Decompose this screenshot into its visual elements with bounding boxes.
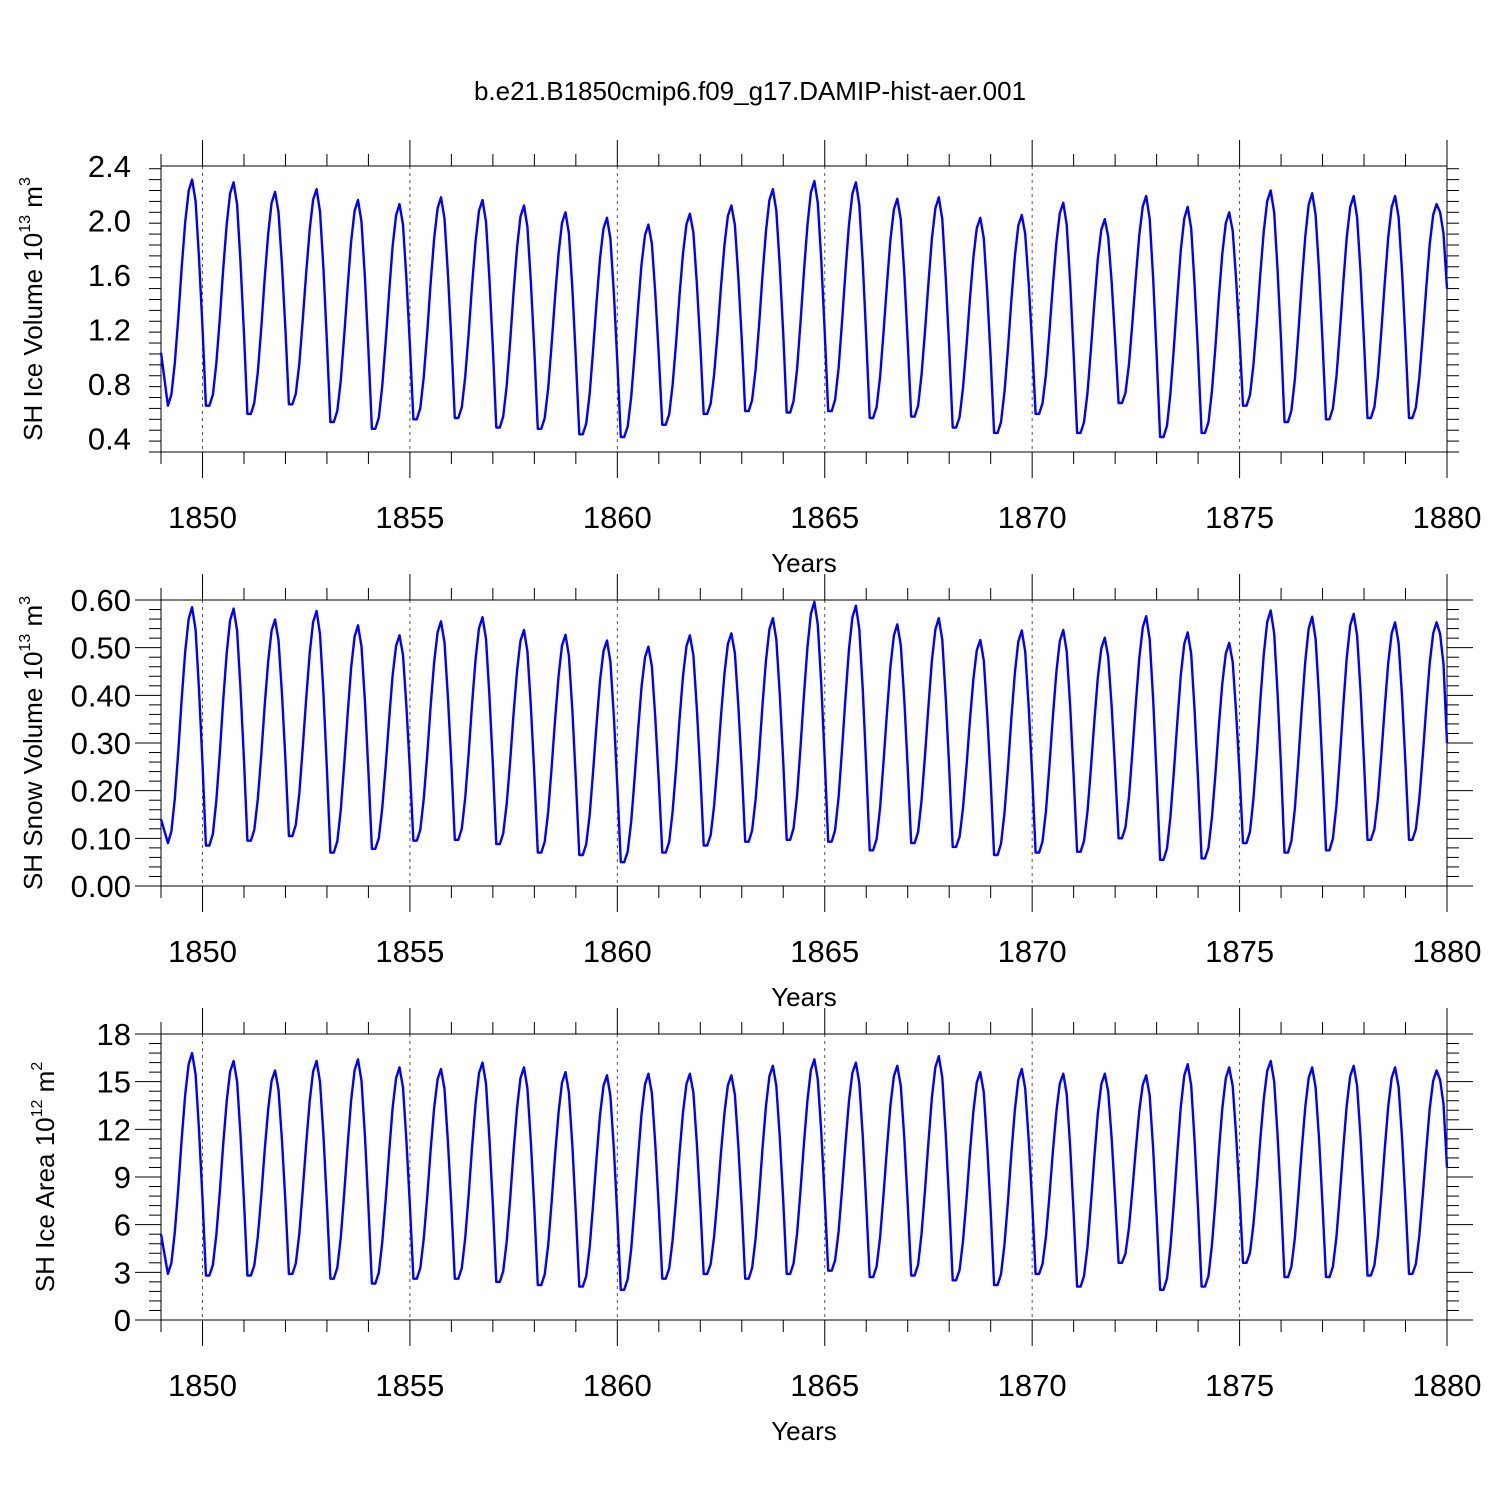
y-tick-label: 0.00 xyxy=(71,869,131,904)
panel-2: 0.00 0.10 0.20 0.30 0.40 0.50 0.60 1850 1855 1860… xyxy=(17,574,1481,1012)
y-tick-label: 0.20 xyxy=(71,774,131,809)
figure-title: b.e21.B1850cmip6.f09_g17.DAMIP-hist-aer.… xyxy=(473,76,1027,106)
x-tick-label: 1855 xyxy=(375,934,444,969)
x-axis-label: Years xyxy=(771,982,837,1012)
x-tick-label: 1850 xyxy=(168,1368,237,1403)
series-line xyxy=(159,178,1449,439)
x-tick-label: 1870 xyxy=(998,1368,1067,1403)
panel-3: 0 3 6 9 12 15 18 1850 1855 1860 1865 1870 1875 1880 Ye… xyxy=(29,1008,1481,1446)
series-line xyxy=(159,600,1449,864)
y-tick-label: 2.0 xyxy=(88,203,131,238)
x-tick-label: 1880 xyxy=(1413,934,1482,969)
y-axis-label: SH Snow Volume 1013 m3 xyxy=(17,596,48,890)
x-axis-label: Years xyxy=(771,548,837,578)
x-tick-label: 1875 xyxy=(1205,934,1274,969)
series-line xyxy=(159,1051,1449,1291)
x-tick-label: 1880 xyxy=(1413,1368,1482,1403)
y-tick-label: 6 xyxy=(114,1208,131,1243)
x-tick-label: 1865 xyxy=(790,934,859,969)
y-tick-label: 9 xyxy=(114,1160,131,1195)
y-tick-label: 0.4 xyxy=(88,421,131,456)
y-tick-label: 15 xyxy=(97,1065,131,1100)
y-tick-label: 3 xyxy=(114,1255,131,1290)
x-tick-label: 1855 xyxy=(375,1368,444,1403)
y-axis-label: SH Ice Area 1012 m2 xyxy=(29,1062,60,1293)
y-tick-label: 0.8 xyxy=(88,367,131,402)
y-tick-label: 2.4 xyxy=(88,149,131,184)
y-tick-label: 0.10 xyxy=(71,821,131,856)
x-tick-label: 1850 xyxy=(168,934,237,969)
y-tick-label: 1.6 xyxy=(88,258,131,293)
y-tick-label: 1.2 xyxy=(88,312,131,347)
x-tick-label: 1860 xyxy=(583,934,652,969)
y-tick-label: 0.40 xyxy=(71,678,131,713)
plot-frame xyxy=(160,165,1448,453)
panel-1: 0.4 0.8 1.2 1.6 2.0 2.4 1850 1855 1860 1865 1870 18… xyxy=(17,140,1481,578)
x-tick-label: 1875 xyxy=(1205,1368,1274,1403)
y-axis-label: SH Ice Volume 1013 m3 xyxy=(17,177,48,441)
x-tick-label: 1875 xyxy=(1205,500,1274,535)
x-tick-label: 1865 xyxy=(790,500,859,535)
x-axis-label: Years xyxy=(771,1416,837,1446)
x-tick-label: 1880 xyxy=(1413,500,1482,535)
x-tick-label: 1855 xyxy=(375,500,444,535)
x-tick-label: 1865 xyxy=(790,1368,859,1403)
x-tick-label: 1860 xyxy=(583,500,652,535)
x-tick-label: 1860 xyxy=(583,1368,652,1403)
y-tick-label: 0 xyxy=(114,1303,131,1338)
x-tick-label: 1850 xyxy=(168,500,237,535)
y-tick-label: 0.50 xyxy=(71,631,131,666)
y-tick-label: 0.60 xyxy=(71,583,131,618)
x-tick-label: 1870 xyxy=(998,500,1067,535)
x-tick-label: 1870 xyxy=(998,934,1067,969)
y-tick-label: 12 xyxy=(97,1112,131,1147)
y-tick-label: 0.30 xyxy=(71,726,131,761)
y-tick-label: 18 xyxy=(97,1017,131,1052)
